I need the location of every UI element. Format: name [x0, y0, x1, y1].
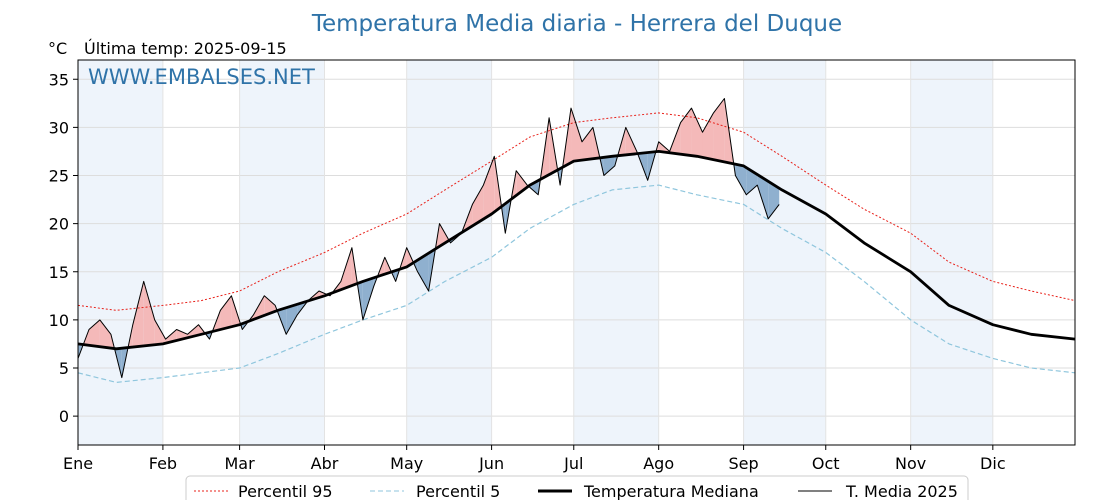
plot-frame [77, 59, 1076, 446]
x-tick-label: Dic [980, 454, 1006, 473]
warm-anomaly-fill [680, 108, 692, 156]
cold-anomaly-fill [603, 155, 615, 176]
cold-anomaly-fill [735, 164, 747, 195]
series-t-media-2025 [77, 98, 780, 379]
cold-anomaly-fill [362, 277, 374, 320]
x-tick-label: Abr [311, 454, 339, 473]
x-tick-label: Jun [478, 454, 504, 473]
legend: Percentil 95 Percentil 5 Temperatura Med… [185, 475, 969, 500]
warm-anomaly-fill [99, 319, 111, 349]
x-tick-label: Oct [812, 454, 840, 473]
warm-anomaly-fill [220, 295, 232, 330]
series-temperatura-mediana [77, 150, 1076, 351]
warm-anomaly-fill [472, 185, 484, 226]
warm-anomaly-fill [264, 295, 276, 316]
y-axis: 0 5 10 15 20 25 30 35 [49, 70, 78, 426]
chart-title: Temperatura Media diaria - Herrera del D… [311, 11, 842, 37]
y-tick-label: 35 [49, 70, 69, 89]
warm-anomaly-fill [88, 319, 100, 347]
y-tick-label: 30 [49, 118, 69, 137]
month-band [406, 60, 492, 445]
month-bands [78, 60, 993, 445]
cold-anomaly-fill [768, 181, 780, 219]
x-axis: Ene Feb Mar Abr May Jun Jul Ago Sep Oct Nov Dic [63, 445, 1006, 473]
y-tick-label: 20 [49, 215, 69, 234]
warm-anomaly-fill [702, 112, 714, 160]
warm-anomaly-fill [253, 295, 265, 320]
y-tick-label: 25 [49, 167, 69, 186]
series-lines [77, 98, 1076, 383]
month-band [910, 60, 993, 445]
warm-anomaly-fill [143, 281, 155, 346]
cold-anomaly-fill [757, 174, 769, 219]
cold-anomaly-fill [528, 180, 539, 195]
warm-anomaly-fill [581, 127, 593, 161]
month-band [239, 60, 325, 445]
warm-anomaly-fill [691, 108, 703, 158]
cold-anomaly-fill [286, 304, 298, 335]
x-tick-label: Ene [63, 454, 93, 473]
x-tick-label: Mar [225, 454, 256, 473]
y-tick-label: 5 [59, 359, 69, 378]
month-band [743, 60, 826, 445]
legend-label-p5: Percentil 5 [416, 482, 500, 500]
warm-anomaly-fill [132, 281, 144, 348]
x-tick-label: Nov [895, 454, 926, 473]
y-tick-label: 15 [49, 263, 69, 282]
legend-box [185, 475, 969, 500]
y-tick-label: 10 [49, 311, 69, 330]
warm-anomaly-fill [154, 319, 166, 345]
x-tick-label: Jul [563, 454, 583, 473]
warm-anomaly-fill [713, 98, 725, 162]
warm-anomaly-fill [483, 156, 495, 220]
legend-label-median: Temperatura Mediana [583, 482, 759, 500]
watermark: WWW.EMBALSES.NET [88, 65, 315, 89]
warm-anomaly-fill [340, 247, 352, 290]
legend-label-p95: Percentil 95 [238, 482, 333, 500]
x-tick-label: Sep [729, 454, 759, 473]
month-band [573, 60, 659, 445]
x-tick-label: Ago [643, 454, 674, 473]
last-temp-label: Última temp: 2025-09-15 [84, 39, 287, 58]
x-tick-label: May [390, 454, 423, 473]
cold-anomaly-fill [417, 253, 429, 291]
x-tick-label: Feb [149, 454, 177, 473]
y-tick-label: 0 [59, 407, 69, 426]
legend-label-media2025: T. Media 2025 [845, 482, 958, 500]
series-percentil-5 [77, 184, 1076, 383]
y-unit-label: °C [48, 39, 67, 58]
month-band [78, 60, 163, 445]
warm-anomaly-fill [571, 108, 582, 163]
